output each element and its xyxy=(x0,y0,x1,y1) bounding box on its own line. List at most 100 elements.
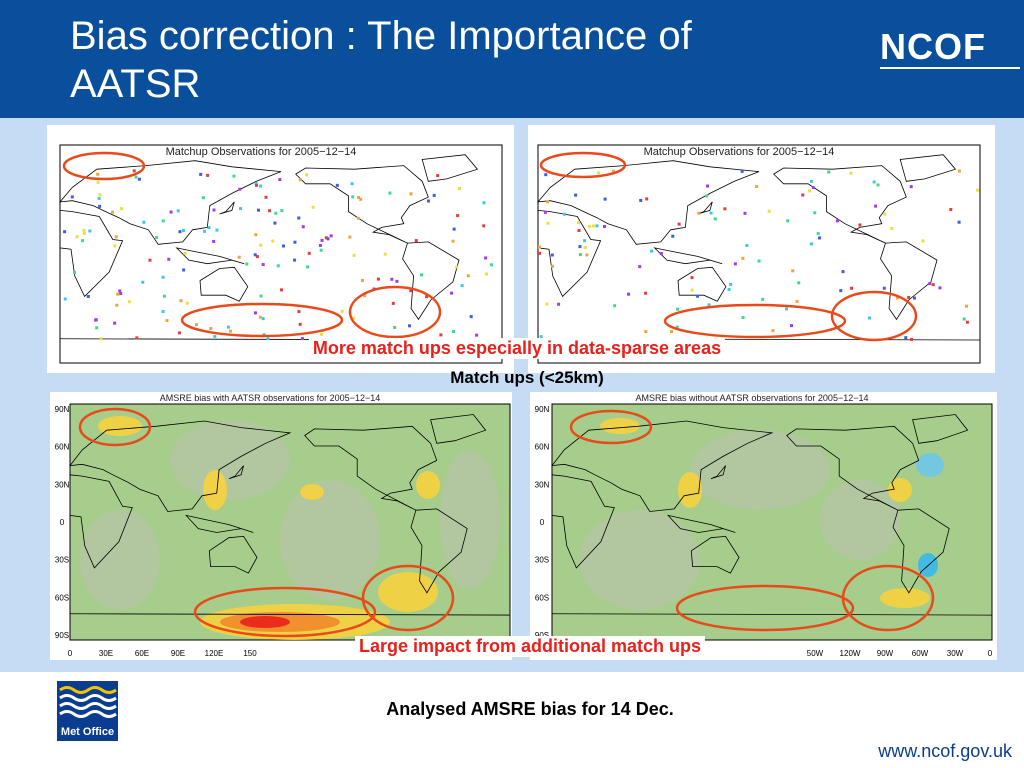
obs-dot xyxy=(538,245,542,249)
obs-dot xyxy=(904,336,908,340)
obs-dot xyxy=(356,216,360,220)
obs-dot xyxy=(167,257,171,261)
obs-dot xyxy=(538,251,542,255)
obs-dot xyxy=(98,204,102,208)
obs-dot xyxy=(727,288,731,292)
obs-dot xyxy=(671,234,675,238)
obs-dot xyxy=(690,276,694,280)
coastline xyxy=(184,514,254,533)
met-office-text: Met Office xyxy=(61,726,114,738)
obs-dot xyxy=(577,229,581,233)
obs-dot xyxy=(182,268,186,272)
annotation-top: More match ups especially in data-sparse… xyxy=(308,338,726,359)
obs-dot xyxy=(611,169,615,173)
obs-dot xyxy=(550,253,554,257)
obs-dot xyxy=(729,282,733,286)
obs-dot xyxy=(238,207,242,211)
obs-dot xyxy=(455,265,459,269)
obs-dot xyxy=(456,214,460,218)
obs-dot xyxy=(563,212,567,216)
obs-dot xyxy=(212,208,216,212)
lon-label: 50W xyxy=(807,649,824,658)
obs-dot xyxy=(546,221,550,225)
lat-label: 0 xyxy=(60,518,65,527)
bias-blob xyxy=(678,472,702,508)
coastline xyxy=(295,165,429,244)
bias-blob xyxy=(600,418,640,434)
obs-dot xyxy=(603,225,607,229)
lat-label: 90N xyxy=(55,405,70,414)
obs-dot xyxy=(179,299,183,303)
annotation-middle: Match ups (<25km) xyxy=(450,368,604,387)
obs-dot xyxy=(319,248,323,252)
map-panel: AMSRE bias without AATSR observations fo… xyxy=(530,392,997,660)
obs-dot xyxy=(363,294,367,298)
coastline xyxy=(59,160,282,245)
obs-dot xyxy=(209,326,213,330)
obs-dot xyxy=(452,227,456,231)
obs-dot xyxy=(301,225,305,229)
bias-blob xyxy=(888,478,912,502)
obs-dot xyxy=(786,219,790,223)
obs-dot xyxy=(909,185,913,189)
obs-dot xyxy=(88,229,92,233)
bias-blob xyxy=(916,453,944,477)
obs-dot xyxy=(305,173,309,177)
obs-dot xyxy=(63,230,67,234)
obs-dot xyxy=(835,219,839,223)
obs-dot xyxy=(697,211,701,215)
obs-dot xyxy=(816,232,820,236)
obs-dot xyxy=(650,249,654,253)
obs-dot xyxy=(909,337,913,341)
obs-dot xyxy=(426,199,430,203)
obs-dot xyxy=(890,227,894,231)
bias-patch xyxy=(820,480,900,560)
obs-dot xyxy=(177,331,181,335)
obs-dot xyxy=(707,303,711,307)
coastline xyxy=(219,201,235,215)
obs-dot xyxy=(298,178,302,182)
obs-dot xyxy=(874,204,878,208)
coastline xyxy=(175,247,245,265)
obs-dot xyxy=(255,255,259,259)
obs-dot xyxy=(376,277,380,281)
obs-dot xyxy=(226,325,230,329)
highlight-ellipse xyxy=(675,584,855,632)
obs-dot xyxy=(390,277,394,281)
obs-dot xyxy=(391,301,395,305)
lat-label: 60S xyxy=(55,593,69,602)
obs-dot xyxy=(161,310,165,314)
obs-dot xyxy=(451,239,455,243)
obs-dot xyxy=(119,291,123,295)
obs-dot xyxy=(457,186,461,190)
map-title: Matchup Observations for 2005−12−14 xyxy=(166,146,357,158)
lat-label: 30N xyxy=(55,480,70,489)
obs-dot xyxy=(293,258,297,262)
lon-label: 0 xyxy=(988,649,993,658)
obs-dot xyxy=(203,229,207,233)
obs-dot xyxy=(867,316,871,320)
obs-dot xyxy=(733,262,737,266)
obs-dot xyxy=(962,317,966,321)
coastline xyxy=(551,420,774,512)
map-title: Matchup Observations for 2005−12−14 xyxy=(644,146,835,158)
obs-dot xyxy=(670,330,674,334)
obs-dot xyxy=(262,333,266,337)
obs-dot xyxy=(583,246,587,250)
obs-dot xyxy=(259,294,263,298)
obs-dot xyxy=(761,297,765,301)
highlight-ellipse xyxy=(193,586,377,638)
obs-dot xyxy=(383,252,387,256)
lat-label: 30S xyxy=(55,556,69,565)
obs-dot xyxy=(469,315,473,319)
obs-dot xyxy=(161,219,165,223)
obs-dot xyxy=(414,239,418,243)
coastline xyxy=(59,209,124,298)
coastline xyxy=(69,474,133,569)
obs-dot xyxy=(675,325,679,329)
coastline xyxy=(228,465,244,480)
obs-dot xyxy=(627,292,631,296)
obs-dot xyxy=(395,279,399,283)
obs-dot xyxy=(176,209,180,213)
obs-dot xyxy=(340,309,344,313)
